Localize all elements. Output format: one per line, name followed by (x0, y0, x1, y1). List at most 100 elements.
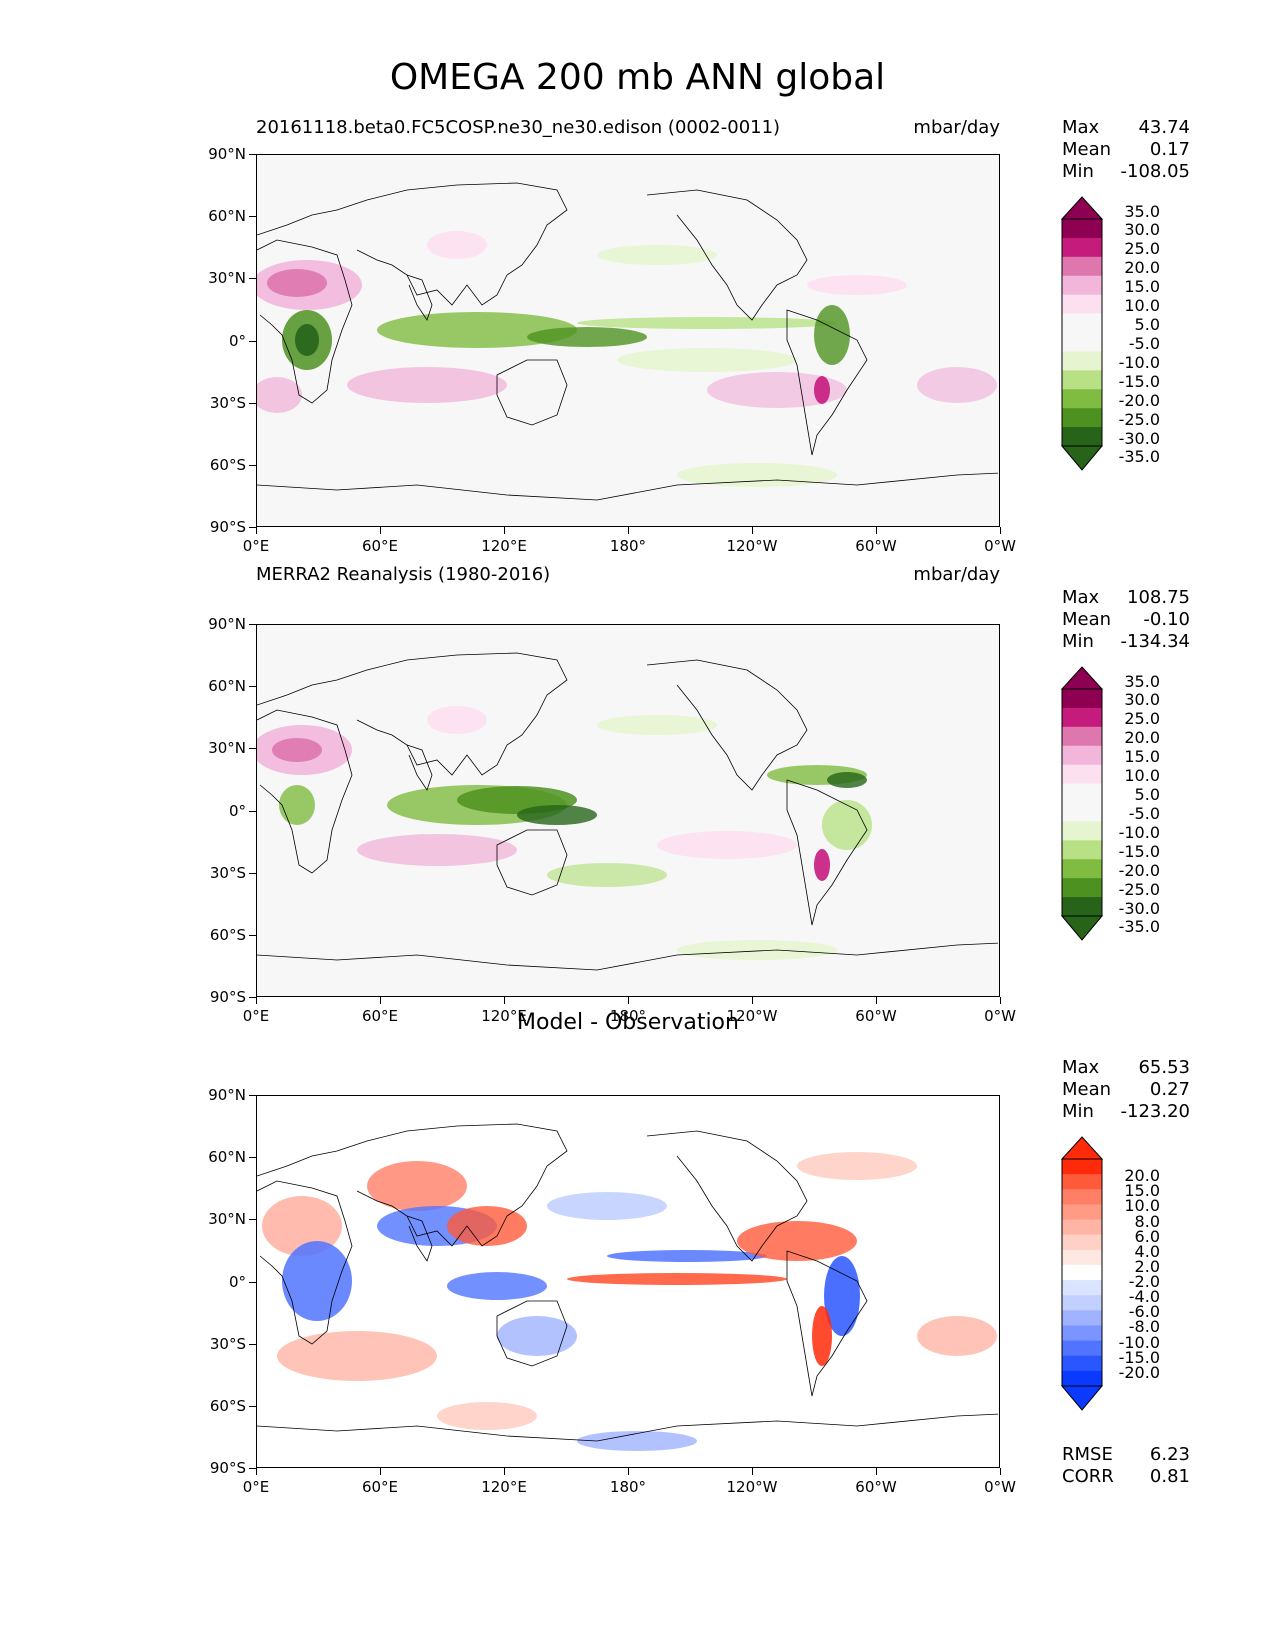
stat-min-label: Min (1062, 631, 1094, 652)
colorbar-tick-label: 10.0 (1124, 1196, 1160, 1216)
y-tick-label: 60°N (208, 677, 246, 696)
x-tick (380, 997, 381, 1004)
rmse-label: RMSE (1062, 1444, 1113, 1465)
coastline (786, 1250, 868, 1397)
x-tick-label: 180° (609, 537, 647, 555)
y-tick-label: 0° (228, 1272, 246, 1291)
y-tick-label: 30°N (208, 739, 246, 758)
y-tick (249, 624, 256, 625)
x-tick-label: 120°E (481, 537, 527, 555)
stat-min: -134.34 (1120, 631, 1190, 652)
colorbar-tick-label: -4.0 (1128, 1287, 1160, 1307)
x-tick (628, 997, 629, 1004)
colorbar-segment (1062, 313, 1102, 333)
x-tick-label: 0°E (242, 1478, 270, 1496)
colorbar-segment (1062, 1264, 1102, 1281)
y-tick-label: 60°S (209, 925, 246, 944)
map-background (257, 625, 998, 995)
x-tick-label: 60°W (855, 537, 897, 555)
colorbar-tick-label: 5.0 (1134, 785, 1160, 805)
stats-diff: Max 65.53 Mean 0.27 Min -123.20 (1062, 1057, 1190, 1123)
panel-diff: Model - Observation (0, 1010, 1275, 1480)
colorbar-segment (1062, 689, 1102, 709)
stat-max: 43.74 (1138, 117, 1190, 138)
y-tick-label: 60°S (209, 455, 246, 474)
colorbar-extend-bottom (1060, 915, 1104, 941)
colorbar-segment (1062, 1325, 1102, 1342)
colorbar-segment (1062, 1295, 1102, 1311)
y-tick (249, 1281, 256, 1283)
colorbar-tick-label: -15.0 (1118, 1347, 1160, 1367)
colorbar-tick-label: -5.0 (1128, 333, 1160, 353)
x-tick (876, 527, 877, 534)
colorbar-segment (1062, 783, 1102, 803)
colorbar-tick-label: -30.0 (1118, 898, 1160, 918)
stat-min-label: Min (1062, 161, 1094, 182)
colorbar-tick-label: -25.0 (1118, 409, 1160, 429)
field-contour (447, 1206, 527, 1246)
rmse-value: 6.23 (1149, 1444, 1190, 1465)
coastline (257, 709, 353, 874)
coastline (646, 189, 808, 321)
coastline (786, 309, 868, 456)
x-tick (504, 1468, 505, 1475)
y-tick (249, 154, 256, 155)
y-tick (249, 872, 256, 874)
field-contour (272, 738, 322, 762)
field-contour (357, 834, 517, 866)
coastline (496, 1300, 568, 1367)
coastline (646, 659, 808, 791)
coastline (257, 472, 998, 501)
field-contour (295, 324, 319, 356)
field-contour (377, 312, 577, 348)
field-contour (607, 1250, 767, 1262)
x-tick-label: 120°W (726, 1007, 778, 1025)
panel-model: 20161118.beta0.FC5COSP.ne30_ne30.edison … (0, 117, 1275, 587)
colorbar-segment (1062, 427, 1102, 447)
colorbar-segment (1062, 332, 1102, 352)
colorbar-tick-label: 25.0 (1124, 709, 1160, 729)
colorbar-frame (1061, 1158, 1103, 1387)
x-tick-label: 60°W (855, 1478, 897, 1496)
colorbar-tick-label: -5.0 (1128, 803, 1160, 823)
x-tick-label: 120°W (726, 537, 778, 555)
field-contour (527, 327, 647, 347)
colorbar-tick-label: -20.0 (1118, 1362, 1160, 1382)
colorbar-segment (1062, 1355, 1102, 1372)
field-contour (447, 1272, 547, 1300)
y-tick-label: 60°N (208, 1148, 246, 1167)
colorbar-segment (1062, 840, 1102, 860)
x-tick-label: 0°W (984, 1007, 1016, 1025)
field-contour (282, 1241, 352, 1321)
y-tick-label: 0° (228, 801, 246, 820)
field-contour (657, 831, 797, 859)
colorbar-tick-label: 10.0 (1124, 296, 1160, 316)
x-tick-label: 0°W (984, 537, 1016, 555)
colorbar (1060, 666, 1104, 941)
colorbar-extend-top (1060, 666, 1104, 690)
colorbar-tick-label: 20.0 (1124, 1166, 1160, 1186)
field-contour (279, 785, 315, 825)
y-tick (249, 1343, 256, 1345)
field-contour (597, 715, 717, 735)
field-contour (437, 1402, 537, 1430)
y-tick-label: 60°S (209, 1396, 246, 1415)
field-contour (822, 800, 872, 850)
colorbar-tick-label: 20.0 (1124, 258, 1160, 278)
field-contour (517, 805, 597, 825)
field-contour (797, 1152, 917, 1180)
y-tick (249, 934, 256, 936)
y-tick (249, 810, 256, 812)
colorbar-segment (1062, 1204, 1102, 1221)
coastline (406, 1215, 433, 1262)
colorbar-tick-label: 2.0 (1134, 1256, 1160, 1276)
colorbar-segment (1062, 275, 1102, 296)
stat-mean-label: Mean (1062, 609, 1112, 630)
stat-max: 65.53 (1138, 1057, 1190, 1078)
colorbar-segment (1062, 726, 1102, 747)
panel-obs-units: mbar/day (913, 564, 1000, 585)
colorbar-tick-label: -10.0 (1118, 1332, 1160, 1352)
stat-min: -108.05 (1120, 161, 1190, 182)
stat-max-label: Max (1062, 1057, 1100, 1078)
colorbar-tick-label: 15.0 (1124, 1181, 1160, 1201)
